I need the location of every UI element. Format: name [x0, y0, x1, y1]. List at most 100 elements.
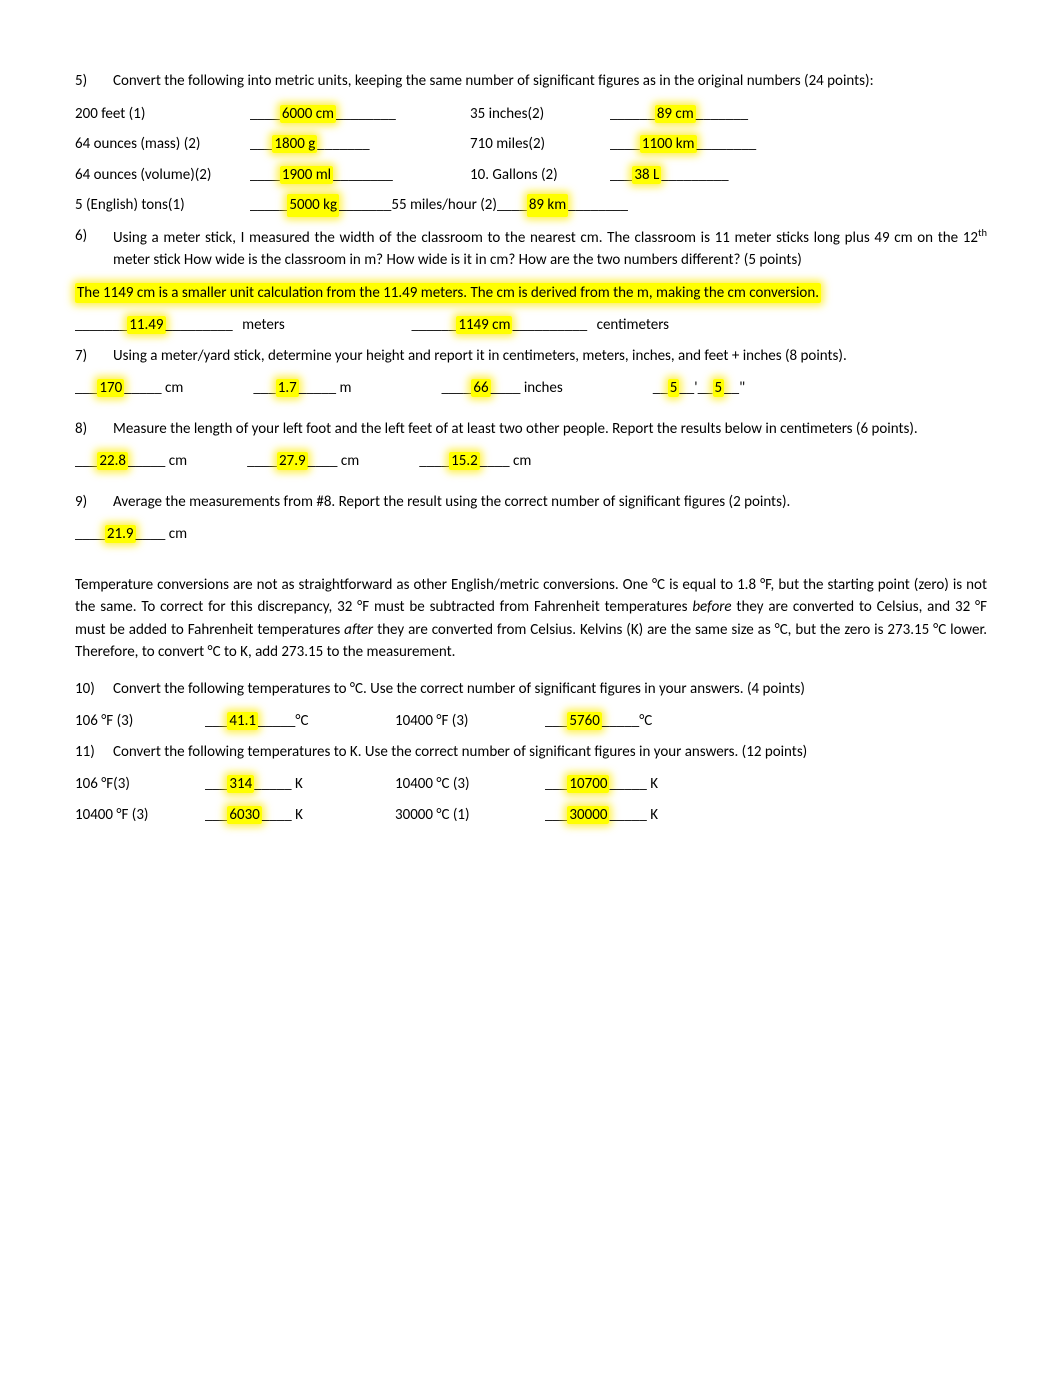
source-temp: 106 °F (3): [75, 710, 205, 733]
answer-cell: ___41.1_____°C: [205, 710, 395, 733]
blank: ____: [480, 452, 510, 470]
question-text: Using a meter stick, I measured the widt…: [113, 225, 987, 272]
blank: ___: [545, 712, 567, 730]
answer-value: 5: [668, 379, 680, 397]
source-value: 200 feet (1): [75, 103, 250, 126]
unit-label: centimeters: [597, 316, 669, 334]
blank: ____: [610, 135, 640, 153]
blank: ____: [262, 806, 292, 824]
blank: _____: [609, 775, 646, 793]
conversion-row: 5 (English) tons(1)_____5000 kg_______ 5…: [75, 194, 987, 217]
answer-value: 66: [471, 379, 490, 397]
blank: _____: [609, 806, 646, 824]
blank: ___: [610, 166, 632, 184]
question-10: 10) Convert the following temperatures t…: [75, 678, 987, 701]
blank: ____: [419, 452, 449, 470]
answer-value: 38 L: [632, 166, 661, 184]
question-7: 7) Using a meter/yard stick, determine y…: [75, 345, 987, 368]
temperature-row: 10400 °F (3)___6030____ K30000 °C (1)___…: [75, 804, 987, 827]
answer-value: 10700: [567, 775, 609, 793]
question-6: 6) Using a meter stick, I measured the w…: [75, 225, 987, 272]
answer-cell: ____1100 km________: [610, 133, 987, 156]
blank: ____: [497, 194, 527, 217]
question-text: Convert the following temperatures to K.…: [113, 741, 987, 764]
temperature-row: 106 °F (3)___41.1_____°C10400 °F (3)___5…: [75, 710, 987, 733]
source-value: 710 miles(2): [470, 133, 610, 156]
blank: ____: [308, 452, 338, 470]
blank: ___: [75, 379, 97, 397]
question-text: Convert the following temperatures to °C…: [113, 678, 987, 701]
answer-cell: ___1800 g_______: [250, 133, 470, 156]
answer-cell: ____6000 cm________: [250, 103, 470, 126]
question-5: 5) Convert the following into metric uni…: [75, 70, 987, 93]
italic-text: after: [344, 621, 373, 639]
q6-text-b: meter stick How wide is the classroom in…: [113, 251, 802, 269]
source-value: 5 (English) tons(1): [75, 194, 250, 217]
blank: ________: [697, 135, 757, 153]
unit-label: meters: [242, 316, 285, 334]
blank: __'__: [679, 379, 712, 397]
highlighted-answer-text: The 1149 cm is a smaller unit calculatio…: [75, 283, 821, 303]
answer-value: 15.2: [449, 452, 480, 470]
blank: ___: [250, 135, 272, 153]
blank: ___: [205, 806, 227, 824]
unit-label: cm: [338, 452, 360, 470]
blank: __: [653, 379, 668, 397]
italic-text: before: [692, 598, 731, 616]
conversion-row: 64 ounces (volume)(2)____1900 ml________…: [75, 164, 987, 187]
source-value: 64 ounces (mass) (2): [75, 133, 250, 156]
answer-value: 22.8: [97, 452, 128, 470]
blank: ____: [250, 105, 280, 123]
answer-cell: ____1900 ml________: [250, 164, 470, 187]
temperature-row: 106 °F(3)___314_____ K10400 °C (3)___107…: [75, 773, 987, 796]
question-text: Convert the following into metric units,…: [113, 70, 987, 93]
q6-explanation: The 1149 cm is a smaller unit calculatio…: [75, 282, 987, 305]
answer-value: 21.9: [105, 525, 136, 543]
unit-label: cm: [165, 452, 187, 470]
superscript: th: [978, 226, 987, 239]
blank: ______: [412, 316, 457, 334]
question-number: 8): [75, 418, 113, 441]
question-9: 9) Average the measurements from #8. Rep…: [75, 491, 987, 514]
answer-value: 1100 km: [640, 135, 697, 153]
source-temp: 30000 °C (1): [395, 804, 545, 827]
unit-label: K: [647, 806, 658, 824]
unit-label: K: [292, 775, 303, 793]
blank: _______: [75, 316, 127, 334]
question-text: Using a meter/yard stick, determine your…: [113, 345, 987, 368]
source-temp: 10400 °F (3): [75, 804, 205, 827]
blank: _______: [339, 194, 391, 217]
blank: ___: [545, 775, 567, 793]
question-number: 11): [75, 741, 113, 764]
q6-text-a: Using a meter stick, I measured the widt…: [113, 229, 978, 247]
question-number: 9): [75, 491, 113, 514]
blank: ___: [545, 806, 567, 824]
blank: _____: [250, 194, 287, 217]
question-number: 7): [75, 345, 113, 368]
unit-label: °C: [639, 712, 652, 730]
answer-value: 27.9: [277, 452, 308, 470]
blank: ___: [253, 379, 275, 397]
blank: __________: [512, 316, 587, 334]
blank: ____: [441, 379, 471, 397]
q9-answer: ____21.9____ cm: [75, 523, 987, 546]
answer-value: 89 cm: [655, 105, 696, 123]
answer-value: 314: [227, 775, 254, 793]
blank: __": [724, 379, 745, 397]
unit-label: °C: [295, 712, 308, 730]
answer-cell: ___6030____ K: [205, 804, 395, 827]
unit-label: K: [647, 775, 658, 793]
blank: _____: [124, 379, 161, 397]
temperature-explanation-paragraph: Temperature conversions are not as strai…: [75, 574, 987, 664]
question-11: 11) Convert the following temperatures t…: [75, 741, 987, 764]
blank: _____: [128, 452, 165, 470]
answer-cell: ______89 cm_______: [610, 103, 987, 126]
blank: _____: [299, 379, 336, 397]
blank: ___: [205, 712, 227, 730]
unit-label: m: [336, 379, 351, 397]
answer-value: 5760: [567, 712, 601, 730]
question-number: 6): [75, 225, 113, 248]
question-number: 5): [75, 70, 113, 93]
answer-value: 11.49: [127, 316, 165, 334]
blank: ____: [75, 525, 105, 543]
